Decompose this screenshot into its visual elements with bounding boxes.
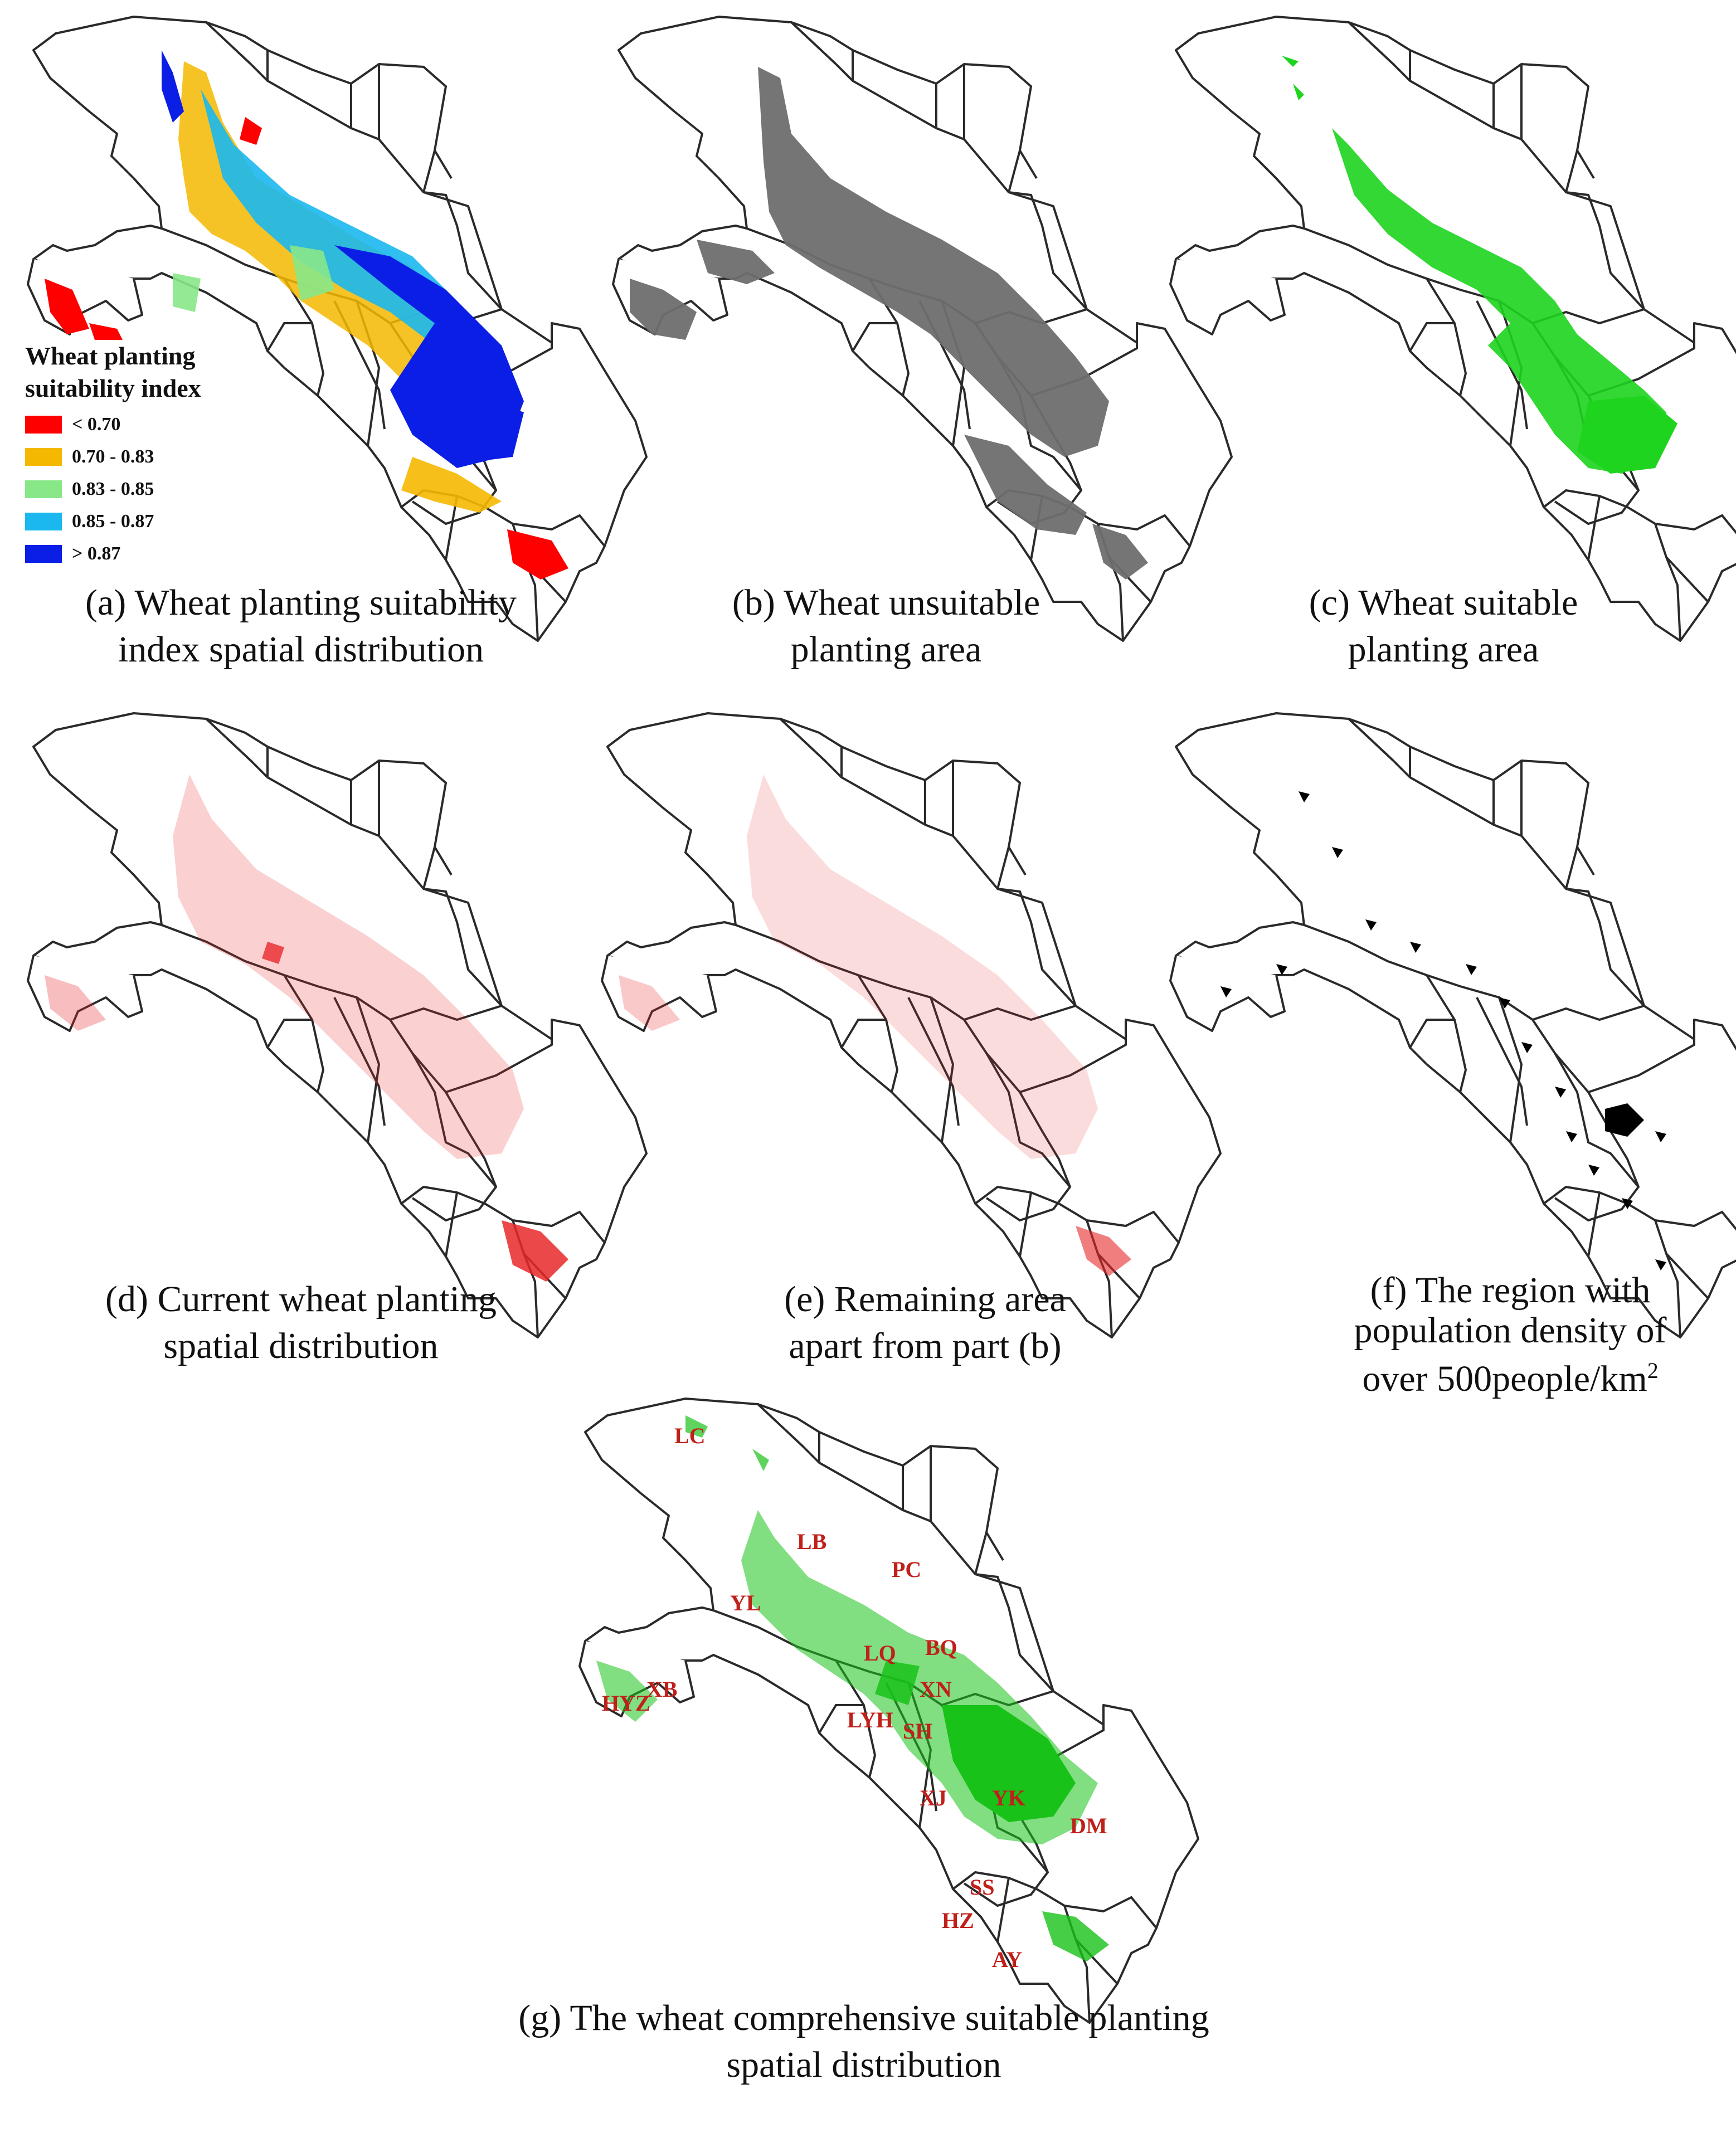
caption-b: (b) Wheat unsuitable planting area	[596, 580, 1176, 673]
caption-g-line1: (g) The wheat comprehensive suitable pla…	[518, 1998, 1209, 2038]
panel-d-current-planting-map	[22, 708, 648, 1338]
panel-c-region-outline	[1169, 16, 1736, 642]
county-label: LQ	[864, 1640, 896, 1666]
legend-title-line2: suitability index	[25, 374, 201, 402]
county-label: YL	[730, 1590, 761, 1615]
caption-c-line1: (c) Wheat suitable	[1309, 582, 1578, 623]
county-label: DM	[1070, 1813, 1107, 1838]
caption-a-line2: index spatial distribution	[118, 629, 484, 670]
county-label: BQ	[925, 1635, 957, 1660]
county-label: HZ	[942, 1908, 974, 1933]
caption-f: (f) The region with population density o…	[1282, 1270, 1736, 1399]
legend-swatch	[25, 448, 62, 466]
caption-e-line1: (e) Remaining area	[784, 1279, 1066, 1320]
panel-a-suitability-raster	[45, 50, 568, 580]
panel-a-suitability-index-map: Wheat planting suitability index < 0.70 …	[22, 11, 648, 642]
caption-g: (g) The wheat comprehensive suitable pla…	[390, 1995, 1338, 2088]
county-label: PC	[892, 1557, 921, 1582]
panel-g-comprehensive-map: LC LB PC YL LQ BQ XN XB HYZ LYH SH XJ YK…	[574, 1393, 1199, 2024]
panel-b-map	[612, 16, 1233, 642]
caption-a-line1: (a) Wheat planting suitability	[85, 582, 517, 623]
panel-f-population-density-map	[1165, 708, 1736, 1338]
caption-f-line1: (f) The region with	[1370, 1270, 1651, 1311]
panel-f-region-outline	[1169, 712, 1736, 1338]
panel-b-unsuitable-raster	[630, 67, 1148, 580]
caption-g-line2: spatial distribution	[726, 2044, 1001, 2085]
county-label: LB	[797, 1529, 826, 1554]
county-label: XJ	[920, 1785, 947, 1810]
panel-d-current-raster	[45, 775, 568, 1282]
panel-g-comprehensive-raster	[596, 1415, 1109, 1961]
legend-label: 0.83 - 0.85	[72, 479, 154, 499]
panel-e-remaining-raster	[619, 775, 1131, 1276]
legend-label: < 0.70	[72, 414, 121, 435]
legend-label: > 0.87	[72, 543, 121, 564]
panel-g-map: LC LB PC YL LQ BQ XN XB HYZ LYH SH XJ YK…	[578, 1398, 1199, 2024]
legend-label: 0.85 - 0.87	[72, 511, 154, 532]
panel-e-map	[601, 712, 1222, 1338]
county-label: AY	[992, 1947, 1022, 1972]
county-label: XN	[920, 1677, 952, 1702]
caption-f-line3: over 500people/km2	[1282, 1351, 1736, 1399]
caption-d-line1: (d) Current wheat planting	[105, 1279, 497, 1320]
legend-label: 0.70 - 0.83	[72, 446, 154, 467]
caption-b-line2: planting area	[790, 629, 982, 670]
caption-e: (e) Remaining area apart from part (b)	[646, 1276, 1204, 1370]
panel-f-population-marks	[1220, 791, 1666, 1270]
legend-swatch	[25, 416, 62, 434]
legend-title-line1: Wheat planting	[25, 342, 196, 370]
panel-c-suitable-raster	[1282, 56, 1677, 474]
caption-d: (d) Current wheat planting spatial distr…	[11, 1276, 591, 1370]
caption-f-line3-text: over 500people/km	[1362, 1359, 1647, 1399]
legend-swatch	[25, 545, 62, 563]
caption-e-line2: apart from part (b)	[789, 1326, 1062, 1366]
legend-swatch	[25, 513, 62, 530]
suitability-legend: Wheat planting suitability index < 0.70 …	[25, 340, 248, 585]
caption-d-line2: spatial distribution	[163, 1326, 439, 1366]
caption-f-line3-superscript: 2	[1647, 1358, 1659, 1383]
panel-d-map	[27, 712, 648, 1338]
panel-c-suitable-map	[1165, 11, 1736, 642]
panel-e-remaining-area-map	[596, 708, 1222, 1338]
panel-a-map	[27, 16, 648, 642]
county-label: LC	[674, 1423, 706, 1448]
county-label: SS	[970, 1875, 995, 1900]
county-label: HYZ	[602, 1691, 650, 1716]
caption-f-line2: population density of	[1354, 1310, 1667, 1351]
caption-a: (a) Wheat planting suitability index spa…	[11, 580, 591, 673]
caption-c: (c) Wheat suitable planting area	[1165, 580, 1722, 673]
county-label: LYH	[847, 1707, 893, 1732]
caption-c-line2: planting area	[1348, 629, 1539, 670]
panel-b-unsuitable-map	[607, 11, 1233, 642]
panel-c-map	[1169, 16, 1736, 642]
legend-swatch	[25, 480, 62, 498]
caption-b-line1: (b) Wheat unsuitable	[732, 582, 1040, 623]
panel-f-map	[1169, 712, 1736, 1338]
panel-g-county-labels: LC LB PC YL LQ BQ XN XB HYZ LYH SH XJ YK…	[602, 1423, 1107, 1972]
county-label: XB	[646, 1677, 678, 1702]
county-label: YK	[992, 1785, 1025, 1810]
county-label: SH	[903, 1718, 932, 1744]
